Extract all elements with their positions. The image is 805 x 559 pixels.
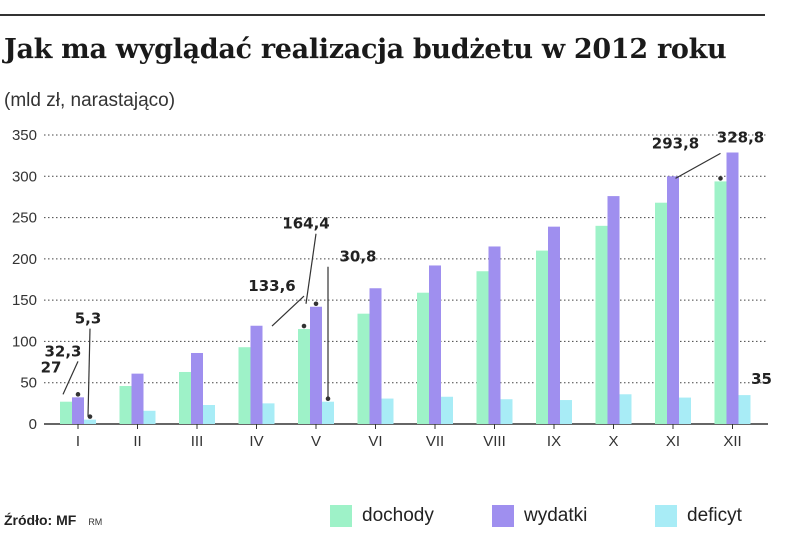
- x-tick-label: II: [133, 433, 141, 450]
- y-tick-label: 0: [29, 416, 37, 433]
- label-leader-dot: [313, 301, 319, 307]
- bar-deficyt: [560, 400, 572, 424]
- data-label-dochody: 133,6: [248, 277, 295, 295]
- legend-swatch-deficyt: [655, 505, 677, 527]
- bar-wydatki: [250, 325, 263, 424]
- bar-dochody: [536, 250, 548, 424]
- bar-wydatki: [488, 246, 501, 424]
- bar-deficyt: [262, 403, 275, 424]
- x-tick-label: V: [311, 433, 321, 450]
- bar-dochody: [655, 202, 667, 424]
- top-rule: [0, 14, 765, 16]
- data-label-wydatki: 32,3: [44, 342, 81, 360]
- legend-label-wydatki: wydatki: [524, 505, 588, 526]
- bar-deficyt: [619, 394, 632, 424]
- bar-dochody: [595, 225, 608, 424]
- legend-label-dochody: dochody: [362, 505, 434, 526]
- legend-item-deficyt: deficyt: [655, 500, 742, 532]
- x-tick-label: I: [76, 433, 80, 450]
- label-leader-dot: [75, 392, 81, 397]
- x-tick-label: IV: [249, 433, 263, 450]
- bar-wydatki: [131, 373, 144, 424]
- bar-dochody: [179, 371, 191, 424]
- bar-dochody: [714, 181, 727, 424]
- data-label-deficyt: 5,3: [75, 310, 102, 328]
- y-tick-label: 50: [20, 375, 37, 392]
- y-tick-label: 150: [12, 292, 37, 309]
- bar-deficyt: [679, 397, 691, 424]
- y-axis-ticks: 0 50 100 150 200 250 300 350: [12, 127, 37, 433]
- bar-wydatki: [667, 176, 679, 424]
- legend-label-deficyt: deficyt: [687, 505, 742, 526]
- x-axis-ticks: I II III IV V VI VII VIII IX X XI XII: [76, 424, 742, 450]
- gridlines: [44, 134, 768, 425]
- label-leader-line: [271, 295, 305, 327]
- legend-item-dochody: dochody: [330, 500, 434, 532]
- label-leader-line: [305, 233, 317, 304]
- bar-deficyt: [203, 405, 215, 424]
- label-leader-dot: [718, 176, 723, 181]
- bar-dochody: [119, 386, 132, 424]
- label-leader-dot: [87, 414, 93, 419]
- data-label-deficyt: 35: [751, 370, 772, 388]
- y-tick-label: 250: [12, 210, 37, 227]
- bar-deficyt: [738, 395, 751, 424]
- data-label-dochody: 293,8: [652, 134, 699, 152]
- data-label-dochody: 27: [41, 359, 62, 377]
- bar-dochody: [476, 271, 489, 424]
- x-tick-label: XII: [723, 433, 741, 450]
- bar-deficyt: [143, 410, 156, 424]
- legend-swatch-wydatki: [492, 505, 514, 527]
- label-leader-dot: [301, 323, 307, 329]
- legend-swatch-dochody: [330, 505, 352, 527]
- source-note: Źródło: MF RM: [4, 512, 102, 528]
- bar-dochody: [60, 401, 72, 424]
- bar-deficyt: [441, 396, 453, 424]
- y-tick-label: 200: [12, 251, 37, 268]
- data-label-deficyt: 30,8: [339, 248, 376, 266]
- bar-dochody: [298, 329, 310, 424]
- label-leader-line: [87, 328, 91, 417]
- bar-dochody: [238, 347, 251, 424]
- label-leader-dot: [325, 396, 331, 402]
- credit-text: RM: [88, 517, 103, 527]
- chart-title: Jak ma wyglądać realizacja budżetu w 201…: [4, 34, 727, 65]
- x-tick-label: X: [608, 433, 618, 450]
- bars: [60, 152, 751, 425]
- bar-deficyt: [381, 398, 394, 424]
- x-tick-label: VI: [368, 433, 382, 450]
- x-tick-label: VII: [426, 433, 444, 450]
- bar-wydatki: [72, 397, 84, 424]
- bar-deficyt: [84, 419, 96, 424]
- legend-item-wydatki: wydatki: [492, 500, 587, 532]
- bar-deficyt: [500, 399, 513, 424]
- x-tick-label: III: [191, 433, 204, 450]
- source-text: Źródło: MF: [4, 512, 77, 528]
- label-leader-line: [62, 361, 79, 395]
- bar-wydatki: [310, 306, 322, 424]
- bar-dochody: [357, 313, 370, 424]
- bar-wydatki: [191, 352, 203, 424]
- data-label-wydatki: 164,4: [282, 215, 329, 233]
- x-tick-label: XI: [666, 433, 680, 450]
- y-tick-label: 100: [12, 333, 37, 350]
- data-label-wydatki: 328,8: [717, 129, 764, 147]
- bar-wydatki: [726, 152, 739, 425]
- bar-wydatki: [429, 265, 441, 424]
- bar-dochody: [417, 292, 429, 424]
- y-tick-label: 300: [12, 168, 37, 185]
- x-tick-label: IX: [547, 433, 561, 450]
- bar-wydatki: [369, 288, 382, 424]
- bar-deficyt: [322, 401, 334, 424]
- bar-wydatki: [607, 196, 620, 424]
- label-leader-line: [675, 152, 721, 179]
- x-tick-label: VIII: [483, 433, 506, 450]
- chart-subtitle: (mld zł, narastająco): [4, 90, 176, 111]
- bar-wydatki: [548, 226, 560, 424]
- y-tick-label: 350: [12, 127, 37, 144]
